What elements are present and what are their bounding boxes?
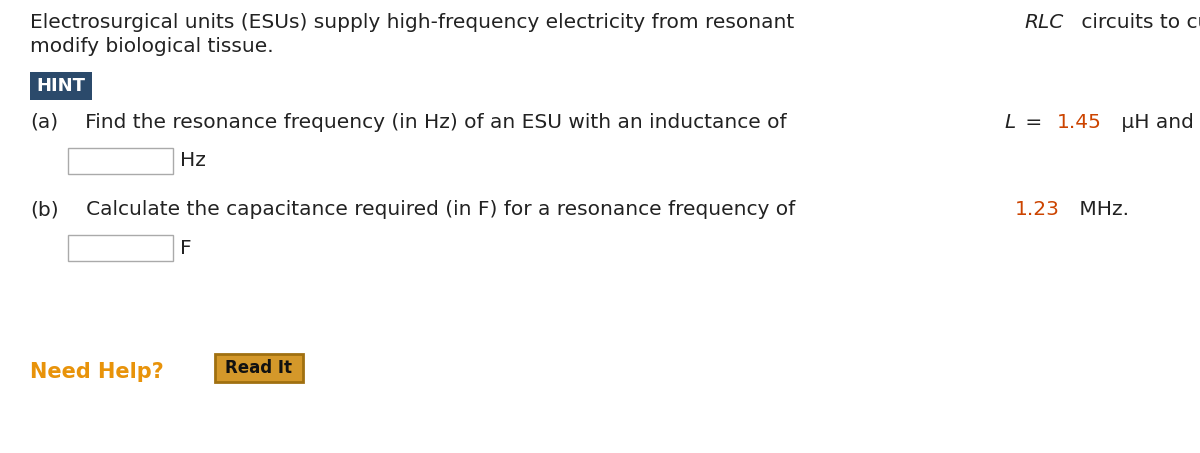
Text: Calculate the capacitance required (in F) for a resonance frequency of: Calculate the capacitance required (in F… bbox=[67, 200, 802, 219]
Text: modify biological tissue.: modify biological tissue. bbox=[30, 37, 274, 56]
Text: L: L bbox=[1004, 113, 1015, 132]
Text: Read It: Read It bbox=[226, 359, 292, 377]
FancyBboxPatch shape bbox=[215, 354, 302, 382]
FancyBboxPatch shape bbox=[30, 72, 92, 100]
Text: Hz: Hz bbox=[180, 151, 206, 170]
Text: circuits to cut, coagulate, or otherwise: circuits to cut, coagulate, or otherwise bbox=[1075, 13, 1200, 32]
Text: MHz.: MHz. bbox=[1073, 200, 1129, 219]
Text: μH and a capacitance of: μH and a capacitance of bbox=[1115, 113, 1200, 132]
Text: Find the resonance frequency (in Hz) of an ESU with an inductance of: Find the resonance frequency (in Hz) of … bbox=[66, 113, 793, 132]
Text: (b): (b) bbox=[30, 200, 59, 219]
Text: (a): (a) bbox=[30, 113, 58, 132]
Text: Electrosurgical units (ESUs) supply high-frequency electricity from resonant: Electrosurgical units (ESUs) supply high… bbox=[30, 13, 800, 32]
Text: 1.45: 1.45 bbox=[1057, 113, 1102, 132]
FancyBboxPatch shape bbox=[68, 148, 173, 174]
Text: F: F bbox=[180, 238, 192, 257]
Text: HINT: HINT bbox=[36, 77, 85, 95]
Text: Need Help?: Need Help? bbox=[30, 362, 163, 382]
Text: RLC: RLC bbox=[1025, 13, 1063, 32]
Text: 1.23: 1.23 bbox=[1015, 200, 1060, 219]
Text: =: = bbox=[1019, 113, 1049, 132]
FancyBboxPatch shape bbox=[68, 235, 173, 261]
